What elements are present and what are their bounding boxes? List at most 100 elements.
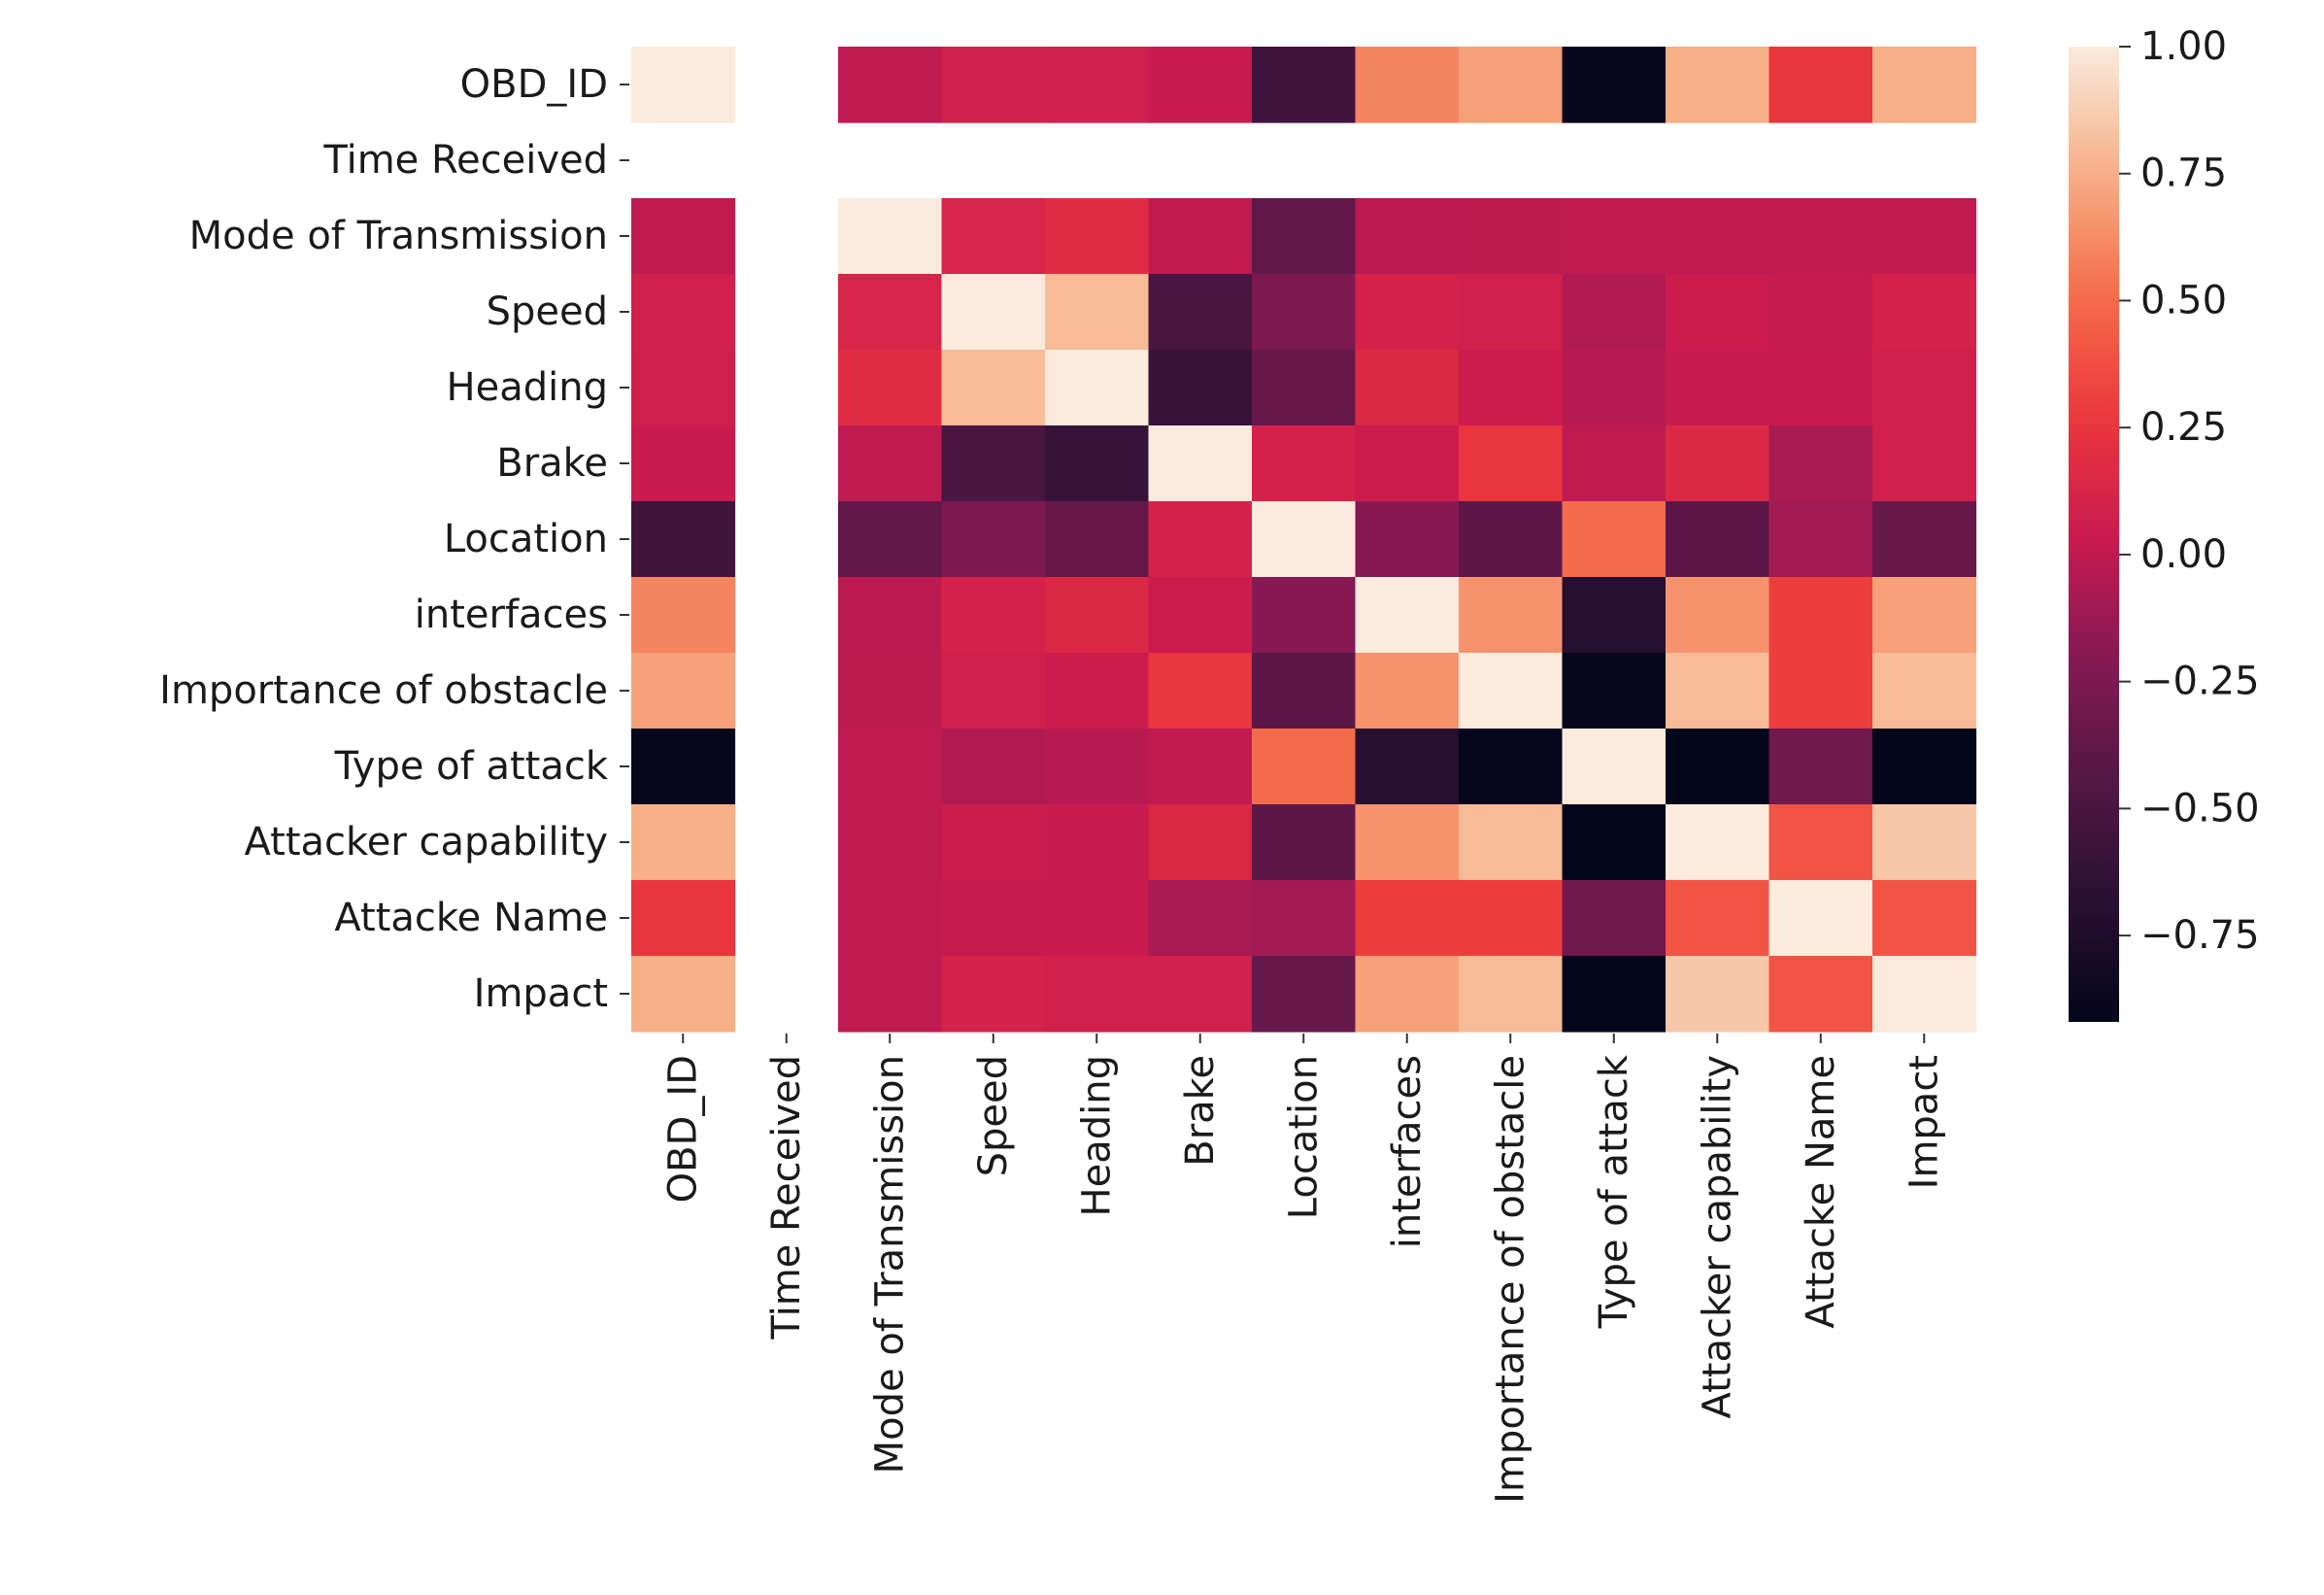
heatmap-cell	[838, 804, 943, 881]
heatmap-cell	[1666, 47, 1770, 123]
heatmap-cell	[1768, 501, 1873, 578]
colorbar-tick-label: 0.50	[2140, 278, 2227, 322]
y-tick-label: Type of attack	[334, 744, 609, 789]
heatmap-cell	[941, 501, 1046, 578]
heatmap-cell	[1768, 804, 1873, 881]
heatmap-cell	[1768, 47, 1873, 123]
heatmap-cell	[941, 729, 1046, 805]
y-tick-label: Speed	[487, 289, 608, 334]
heatmap-cell	[631, 956, 736, 1033]
heatmap-cell	[1666, 274, 1770, 351]
heatmap-cell	[1768, 350, 1873, 426]
heatmap-cell	[838, 47, 943, 123]
heatmap-cell	[941, 425, 1046, 502]
heatmap-cell	[1252, 956, 1357, 1033]
x-tick-label: OBD_ID	[660, 1055, 705, 1203]
y-tick-label: Attacke Name	[334, 896, 608, 940]
heatmap-cell	[1045, 804, 1150, 881]
x-tick-label: Heading	[1074, 1055, 1119, 1216]
heatmap-cell	[631, 198, 736, 275]
heatmap-cell	[1148, 47, 1253, 123]
heatmap-cell	[1355, 198, 1460, 275]
heatmap-cell	[1252, 198, 1357, 275]
heatmap-cell	[1148, 729, 1253, 805]
heatmap-cell	[1768, 577, 1873, 654]
heatmap-cell	[1562, 880, 1667, 957]
heatmap-cell	[941, 577, 1046, 654]
heatmap-cell	[1872, 198, 1977, 275]
heatmap-cell	[1459, 880, 1564, 957]
heatmap-cell	[1666, 956, 1770, 1033]
heatmap-cell	[1045, 274, 1150, 351]
heatmap-cell	[1872, 425, 1977, 502]
x-tick-label: Impact	[1902, 1055, 1946, 1189]
heatmap-cell	[1252, 425, 1357, 502]
heatmap-cell	[631, 425, 736, 502]
heatmap-cell	[1872, 47, 1977, 123]
x-tick-label: interfaces	[1385, 1055, 1430, 1248]
heatmap-cell	[1459, 956, 1564, 1033]
heatmap-cell	[1252, 350, 1357, 426]
heatmap-cells	[631, 47, 1977, 1033]
y-tick-label: Impact	[474, 971, 608, 1016]
heatmap-cell	[1872, 501, 1977, 578]
heatmap-cell	[941, 274, 1046, 351]
heatmap-cell	[1045, 501, 1150, 578]
heatmap-cell	[1459, 198, 1564, 275]
heatmap-cell	[1666, 577, 1770, 654]
heatmap-cell	[1459, 501, 1564, 578]
colorbar: 1.00 0.75 0.50 0.25 0.00 −0.25 −0.50 −0.75	[2069, 24, 2260, 1022]
heatmap-cell	[1666, 198, 1770, 275]
heatmap-cell	[1562, 350, 1667, 426]
heatmap-cell	[1768, 956, 1873, 1033]
heatmap-cell	[1562, 274, 1667, 351]
heatmap-cell	[1148, 425, 1253, 502]
heatmap-cell	[1562, 653, 1667, 730]
heatmap-cell	[1355, 274, 1460, 351]
heatmap-cell	[1355, 804, 1460, 881]
heatmap-cell	[1045, 425, 1150, 502]
y-tick-label: Time Received	[322, 138, 608, 183]
heatmap-cell	[1872, 729, 1977, 805]
y-tick-label: interfaces	[415, 593, 608, 637]
colorbar-tick-label: −0.25	[2140, 660, 2260, 704]
heatmap-cell	[1562, 729, 1667, 805]
heatmap-cell	[1148, 577, 1253, 654]
heatmap-cell	[1252, 880, 1357, 957]
heatmap-cell	[941, 350, 1046, 426]
y-axis-tick-labels: OBD_ID Time Received Mode of Transmission S…	[159, 62, 629, 1016]
heatmap-cell	[1252, 577, 1357, 654]
heatmap-cell	[1459, 577, 1564, 654]
heatmap-cell	[1252, 804, 1357, 881]
heatmap-cell	[1562, 501, 1667, 578]
y-tick-label: OBD_ID	[460, 62, 608, 107]
x-tick-label: Attacke Name	[1799, 1055, 1843, 1329]
x-axis-tick-labels: OBD_ID Time Received Mode of Transmission S…	[660, 1034, 1946, 1504]
y-tick-label: Location	[444, 517, 608, 561]
heatmap-cell	[838, 274, 943, 351]
heatmap-cell	[631, 880, 736, 957]
heatmap-cell	[1045, 47, 1150, 123]
heatmap-cell	[1148, 350, 1253, 426]
heatmap-cell	[1148, 501, 1253, 578]
x-tick-label: Type of attack	[1592, 1054, 1636, 1329]
heatmap-cell	[1148, 274, 1253, 351]
heatmap-cell	[1666, 653, 1770, 730]
heatmap-cell	[1768, 729, 1873, 805]
colorbar-tick-label: −0.50	[2140, 786, 2260, 831]
heatmap-cell	[1768, 198, 1873, 275]
heatmap-cell	[1872, 956, 1977, 1033]
colorbar-gradient	[2069, 47, 2119, 1022]
heatmap-cell	[1459, 425, 1564, 502]
heatmap-cell	[1045, 956, 1150, 1033]
heatmap-cell	[1872, 804, 1977, 881]
heatmap-cell	[1045, 880, 1150, 957]
heatmap-cell	[1562, 425, 1667, 502]
heatmap-cell	[1148, 198, 1253, 275]
heatmap-cell	[631, 274, 736, 351]
heatmap-cell	[1252, 729, 1357, 805]
colorbar-tick-label: 1.00	[2140, 24, 2227, 69]
heatmap-cell	[1355, 425, 1460, 502]
heatmap-cell	[1666, 501, 1770, 578]
